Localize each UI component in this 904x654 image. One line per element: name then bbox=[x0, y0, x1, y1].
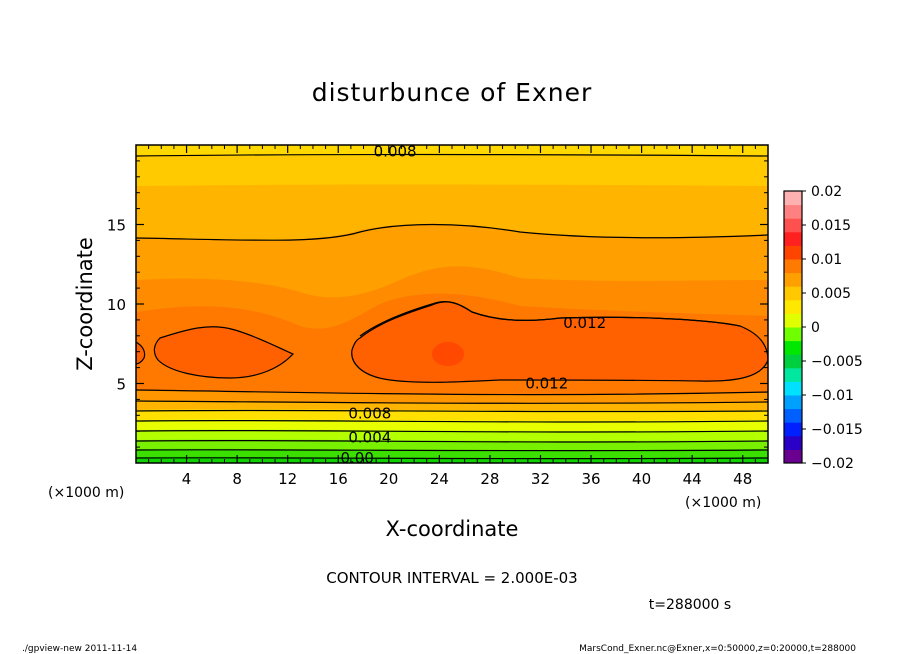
contour-label-5: 0.00 bbox=[340, 449, 373, 467]
contour-line-low-2 bbox=[136, 400, 768, 404]
colorbar-label-0: 0.02 bbox=[811, 184, 842, 200]
footer-left: ./gpview-new 2011-11-14 bbox=[22, 644, 137, 654]
colorbar-cell-9 bbox=[784, 327, 802, 342]
contour-lines bbox=[136, 153, 768, 460]
x-unit-left: (×1000 m) bbox=[48, 485, 124, 501]
region-left-max bbox=[153, 326, 295, 379]
contour-label-2: 0.012 bbox=[525, 375, 568, 393]
time-label: t=288000 s bbox=[649, 597, 731, 613]
contour-label-0: 0.008 bbox=[374, 142, 417, 160]
colorbar-cell-19 bbox=[784, 191, 802, 206]
x-tick-label-6: 28 bbox=[480, 470, 499, 488]
y-tick-label-1: 10 bbox=[107, 296, 126, 314]
colorbar-cell-7 bbox=[784, 354, 802, 369]
colorbar-cell-15 bbox=[784, 245, 802, 260]
contour-line-top bbox=[136, 153, 768, 157]
contour-line-low-3 bbox=[136, 409, 768, 413]
y-axis-label: Z-coordinate bbox=[73, 237, 97, 371]
x-tick-label-10: 44 bbox=[683, 470, 702, 488]
colorbar-label-2: 0.01 bbox=[811, 252, 842, 268]
colorbar-cell-16 bbox=[784, 231, 802, 246]
colorbar-label-7: −0.015 bbox=[811, 422, 863, 438]
x-tick-label-9: 40 bbox=[632, 470, 651, 488]
contour-line-low-6 bbox=[136, 439, 768, 443]
x-tick-label-3: 16 bbox=[329, 470, 348, 488]
x-tick-label-2: 12 bbox=[278, 470, 297, 488]
x-tick-label-5: 24 bbox=[430, 470, 449, 488]
x-tick-label-4: 20 bbox=[379, 470, 398, 488]
colorbar-cell-5 bbox=[784, 381, 802, 396]
contour-labels: 0.008 0.012 0.012 0.008 0.004 0.00 bbox=[340, 142, 606, 467]
colorbar-label-4: 0 bbox=[811, 320, 820, 336]
x-axis-label: X-coordinate bbox=[386, 517, 519, 541]
colorbar-label-3: 0.005 bbox=[811, 286, 851, 302]
x-unit-right: (×1000 m) bbox=[685, 495, 761, 511]
y-tick-label-2: 15 bbox=[107, 217, 126, 235]
colorbar-cell-13 bbox=[784, 272, 802, 287]
colorbar-cell-1 bbox=[784, 435, 802, 450]
x-tick-label-11: 48 bbox=[733, 470, 752, 488]
contour-label-4: 0.004 bbox=[348, 429, 391, 447]
colorbar: 0.02 0.015 0.01 0.005 0 −0.005 −0.01 −0.015 −0.0… bbox=[783, 184, 863, 472]
contour-line-low-7 bbox=[136, 449, 768, 452]
colorbar-cell-11 bbox=[784, 299, 802, 314]
colorbar-cell-17 bbox=[784, 218, 802, 233]
x-tick-label-1: 8 bbox=[232, 470, 242, 488]
colorbar-cell-3 bbox=[784, 408, 802, 423]
contour-line-low-8 bbox=[136, 457, 768, 460]
contour-line-low-4 bbox=[136, 419, 768, 423]
colorbar-cell-8 bbox=[784, 340, 802, 355]
chart-title: disturbunce of Exner bbox=[312, 78, 593, 107]
contour-line-low-1 bbox=[136, 389, 768, 396]
colorbar-cell-10 bbox=[784, 313, 802, 328]
region-edge-max bbox=[136, 341, 146, 365]
colorbar-cell-14 bbox=[784, 259, 802, 274]
colorbar-cell-4 bbox=[784, 395, 802, 410]
footer-right: MarsCond_Exner.nc@Exner,x=0:50000,z=0:20… bbox=[579, 644, 856, 654]
colorbar-label-1: 0.015 bbox=[811, 218, 851, 234]
region-peak bbox=[432, 342, 464, 366]
x-tick-label-7: 32 bbox=[531, 470, 550, 488]
contour-label-3: 0.008 bbox=[348, 405, 391, 423]
y-tick-label-0: 5 bbox=[116, 376, 126, 394]
colorbar-cell-0 bbox=[784, 449, 802, 464]
colorbar-label-8: −0.02 bbox=[811, 456, 854, 472]
contour-line-upper bbox=[136, 223, 768, 241]
x-tick-label-8: 36 bbox=[581, 470, 600, 488]
x-axis: 4 8 12 16 20 24 28 32 36 40 44 48 bbox=[148, 145, 756, 488]
x-tick-label-0: 4 bbox=[182, 470, 192, 488]
colorbar-cell-18 bbox=[784, 204, 802, 219]
y-axis: 5 10 15 bbox=[107, 160, 768, 448]
contour-label-1: 0.012 bbox=[563, 314, 606, 332]
contour-line-012-right bbox=[359, 300, 741, 337]
colorbar-cell-12 bbox=[784, 286, 802, 301]
colorbar-label-5: −0.005 bbox=[811, 354, 863, 370]
contour-line-low-5 bbox=[136, 429, 768, 433]
colorbar-cell-2 bbox=[784, 422, 802, 437]
colorbar-label-6: −0.01 bbox=[811, 388, 854, 404]
colorbar-cell-6 bbox=[784, 367, 802, 382]
contour-interval: CONTOUR INTERVAL = 2.000E-03 bbox=[326, 569, 577, 587]
contour-field bbox=[136, 145, 768, 463]
